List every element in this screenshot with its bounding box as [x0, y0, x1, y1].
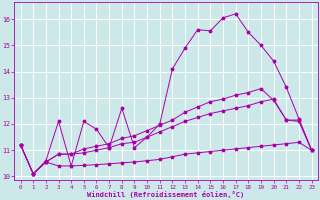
X-axis label: Windchill (Refroidissement éolien,°C): Windchill (Refroidissement éolien,°C) [87, 191, 245, 198]
